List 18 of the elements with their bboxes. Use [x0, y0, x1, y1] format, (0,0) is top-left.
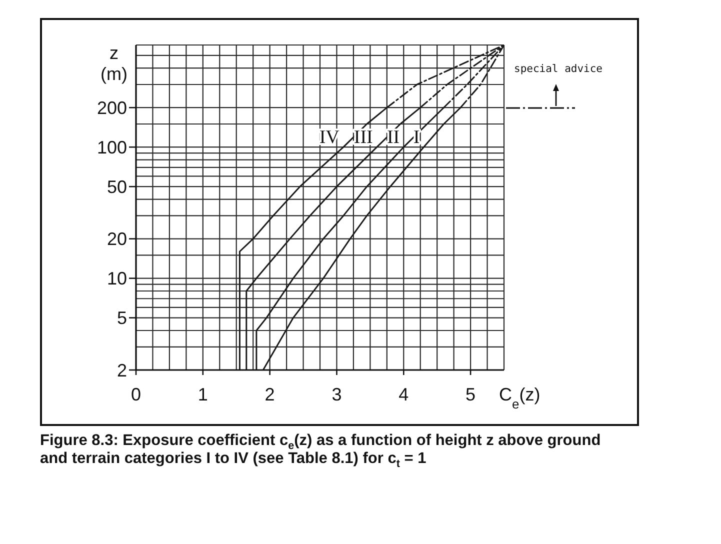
y-tick-label: 100 — [96, 137, 127, 158]
x-tick-label: 2 — [264, 384, 275, 404]
y-tick-label: 2 — [116, 360, 127, 380]
y-tick-label: 10 — [106, 268, 127, 289]
x-tick-label: 5 — [466, 384, 476, 404]
x-tick-label: 3 — [332, 384, 342, 404]
series-label: II — [386, 127, 400, 148]
y-tick-label: 20 — [106, 229, 127, 250]
caption: Figure 8.3: Exposure coefficient c$_{e}$(z) as a function of height z above ground and terrain categories I to IV (see Table 8.1) for c$_{t}$ = 1 — [40, 432, 602, 470]
text: special advice — [514, 63, 603, 75]
y-axis-title: z (m) — [100, 43, 128, 84]
x-tick-label: 4 — [398, 384, 409, 404]
y-tick-label: 50 — [106, 176, 127, 197]
x-axis-title: C$_{e}$(z) — [499, 384, 540, 411]
x-tick-label: 0 — [130, 384, 142, 404]
y-tick-label: 200 — [96, 98, 127, 118]
x-tick-label: 1 — [198, 384, 208, 404]
y-tick-label: 5 — [116, 308, 127, 328]
